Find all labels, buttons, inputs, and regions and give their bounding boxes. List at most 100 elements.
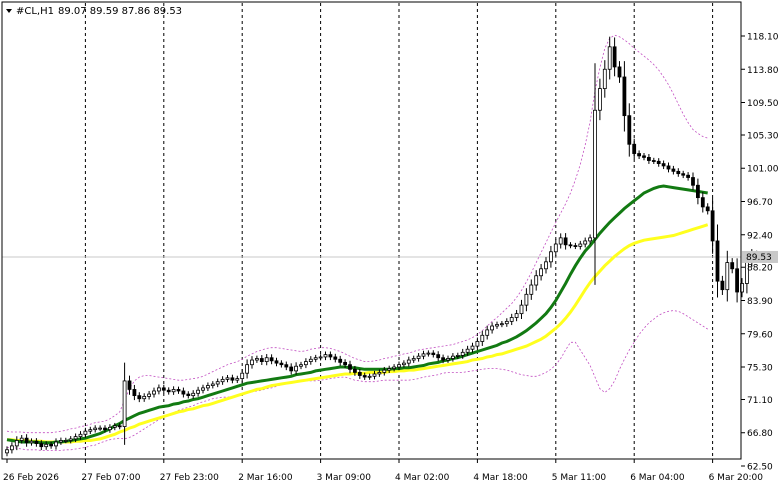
candle[interactable]	[710, 197, 715, 254]
candle[interactable]	[421, 350, 426, 360]
candle[interactable]	[220, 376, 225, 385]
candle[interactable]	[401, 360, 406, 368]
candle[interactable]	[681, 170, 686, 179]
candle[interactable]	[735, 258, 739, 303]
candle[interactable]	[725, 250, 730, 302]
candle[interactable]	[686, 172, 690, 181]
candle[interactable]	[24, 434, 29, 447]
candle[interactable]	[245, 359, 250, 379]
candle[interactable]	[5, 446, 9, 457]
candle[interactable]	[83, 427, 88, 438]
candle[interactable]	[299, 361, 303, 370]
candle[interactable]	[485, 325, 490, 340]
candle[interactable]	[372, 370, 377, 380]
candle[interactable]	[49, 441, 53, 449]
candle[interactable]	[397, 361, 401, 371]
candle[interactable]	[29, 438, 34, 446]
candle[interactable]	[88, 426, 93, 435]
candle[interactable]	[357, 369, 362, 379]
candle[interactable]	[524, 288, 529, 312]
candle[interactable]	[254, 355, 259, 363]
candle[interactable]	[612, 37, 617, 77]
candle[interactable]	[598, 78, 602, 121]
candle[interactable]	[250, 356, 254, 369]
candle[interactable]	[593, 63, 597, 285]
candle[interactable]	[112, 422, 117, 431]
candle[interactable]	[303, 358, 308, 369]
candle[interactable]	[338, 355, 343, 366]
candle[interactable]	[436, 351, 441, 362]
candle[interactable]	[480, 330, 485, 346]
candle[interactable]	[73, 433, 78, 443]
candle[interactable]	[122, 362, 127, 445]
candle[interactable]	[68, 436, 73, 444]
candle[interactable]	[553, 239, 558, 257]
candle[interactable]	[225, 374, 230, 383]
candle[interactable]	[318, 354, 323, 361]
candle[interactable]	[313, 354, 318, 363]
candle[interactable]	[289, 363, 294, 375]
price-axis[interactable]: 118.10 113.80 109.50 105.30 101.00 96.70 92.40…	[741, 33, 779, 473]
candle[interactable]	[539, 264, 543, 281]
candle[interactable]	[460, 348, 465, 359]
candle[interactable]	[54, 438, 58, 450]
candle[interactable]	[490, 322, 495, 334]
candle[interactable]	[720, 275, 725, 295]
candle[interactable]	[186, 391, 191, 399]
candle[interactable]	[191, 390, 196, 399]
candle[interactable]	[583, 237, 588, 248]
candle[interactable]	[558, 233, 563, 249]
candle[interactable]	[509, 313, 514, 326]
candle[interactable]	[142, 393, 147, 402]
candle[interactable]	[39, 440, 44, 451]
candle[interactable]	[568, 242, 573, 249]
candle[interactable]	[627, 103, 632, 157]
candle[interactable]	[279, 360, 284, 368]
candle[interactable]	[205, 382, 210, 392]
candle[interactable]	[573, 242, 578, 250]
candle[interactable]	[495, 321, 499, 329]
candle[interactable]	[152, 387, 156, 398]
candle[interactable]	[9, 442, 14, 454]
candle[interactable]	[323, 351, 328, 361]
candle[interactable]	[406, 356, 411, 367]
candle[interactable]	[59, 437, 63, 445]
candle[interactable]	[514, 309, 519, 322]
candle[interactable]	[632, 138, 637, 160]
candle[interactable]	[671, 165, 676, 175]
candle[interactable]	[117, 423, 122, 430]
candle[interactable]	[534, 270, 539, 291]
candle[interactable]	[308, 356, 313, 365]
candle[interactable]	[666, 162, 671, 173]
candle[interactable]	[34, 438, 39, 447]
candle[interactable]	[161, 384, 166, 394]
candle[interactable]	[465, 345, 470, 356]
candle[interactable]	[137, 392, 142, 403]
candle[interactable]	[274, 357, 279, 367]
candle[interactable]	[651, 157, 656, 164]
candle[interactable]	[426, 350, 431, 357]
candle[interactable]	[450, 353, 455, 362]
candle[interactable]	[215, 378, 220, 388]
candle[interactable]	[343, 359, 348, 368]
candle[interactable]	[127, 375, 132, 395]
candle[interactable]	[455, 352, 460, 359]
candle[interactable]	[588, 234, 592, 245]
candle[interactable]	[549, 245, 553, 268]
candle[interactable]	[622, 61, 627, 132]
candle[interactable]	[656, 158, 661, 167]
candle[interactable]	[352, 365, 357, 376]
candle[interactable]	[446, 355, 450, 363]
candle[interactable]	[637, 150, 641, 160]
candle[interactable]	[519, 299, 524, 319]
candle[interactable]	[661, 160, 666, 170]
candle[interactable]	[367, 373, 372, 380]
candle[interactable]	[602, 60, 607, 98]
candle[interactable]	[19, 435, 24, 444]
candle[interactable]	[210, 381, 215, 389]
candle[interactable]	[78, 431, 83, 440]
candle[interactable]	[642, 153, 646, 161]
candle[interactable]	[700, 192, 705, 213]
candle[interactable]	[98, 425, 102, 431]
